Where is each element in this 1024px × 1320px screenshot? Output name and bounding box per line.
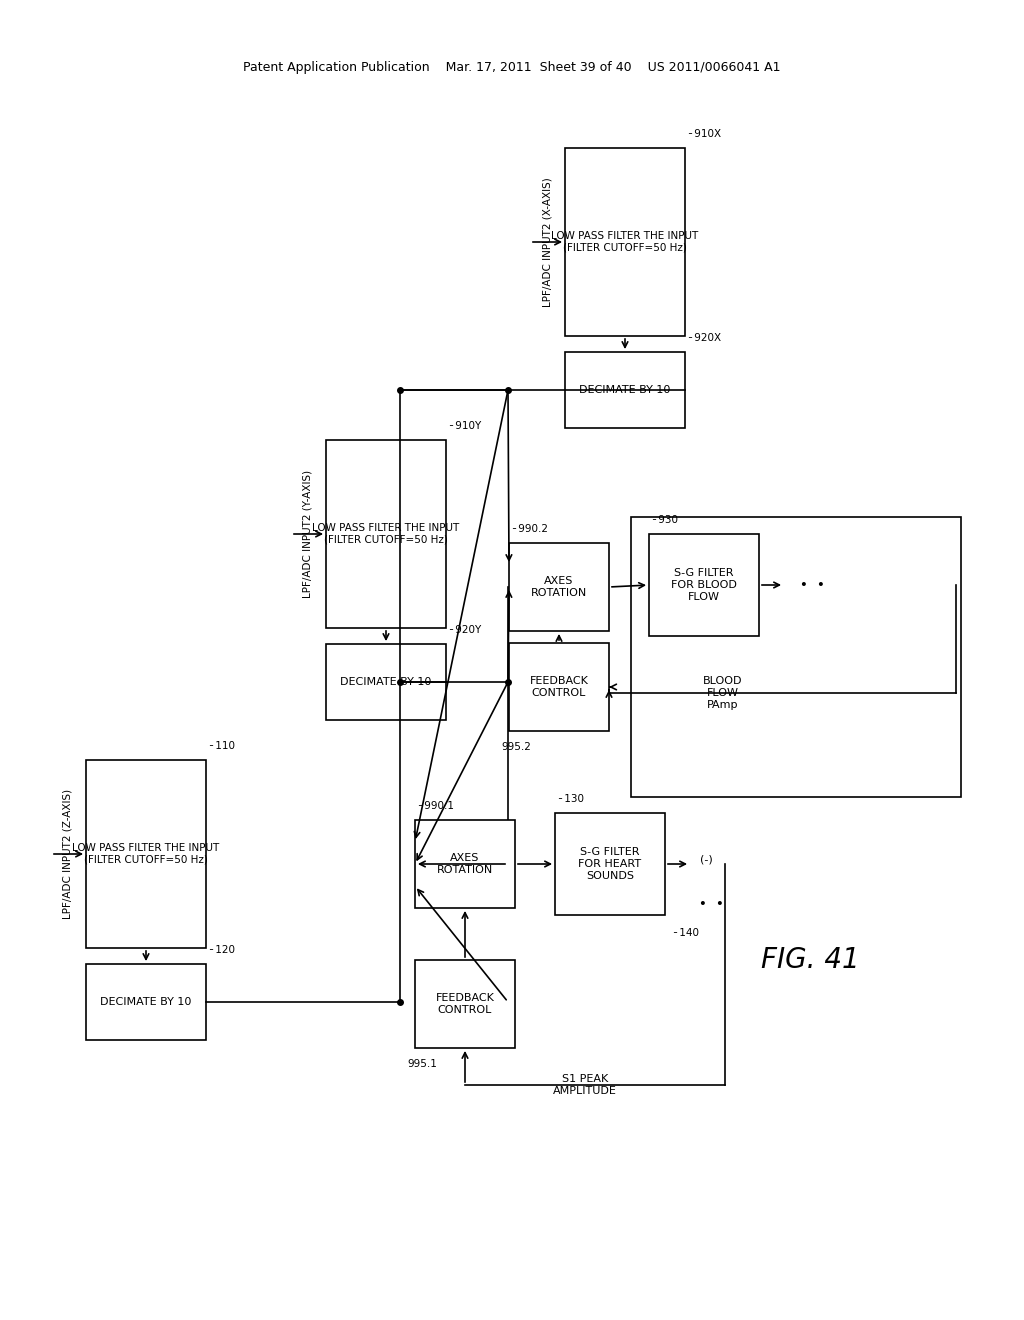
Bar — [509, 643, 609, 731]
Bar — [326, 644, 446, 719]
Text: ╴990.2: ╴990.2 — [512, 524, 548, 535]
Bar — [86, 964, 206, 1040]
Text: BLOOD
FLOW
PAmp: BLOOD FLOW PAmp — [703, 676, 742, 710]
Text: •  •: • • — [690, 898, 724, 911]
Text: ╴120: ╴120 — [209, 945, 234, 954]
Bar — [415, 820, 515, 908]
Text: LPF/ADC INPUT2 (Z-AXIS): LPF/ADC INPUT2 (Z-AXIS) — [63, 789, 73, 919]
Text: LOW PASS FILTER THE INPUT
(FILTER CUTOFF=50 Hz): LOW PASS FILTER THE INPUT (FILTER CUTOFF… — [312, 523, 460, 545]
Text: 995.1: 995.1 — [407, 1059, 437, 1069]
Text: 995.2: 995.2 — [501, 742, 530, 752]
Text: DECIMATE BY 10: DECIMATE BY 10 — [100, 997, 191, 1007]
Text: ╴110: ╴110 — [209, 741, 234, 751]
Text: LPF/ADC INPUT2 (X-AXIS): LPF/ADC INPUT2 (X-AXIS) — [542, 177, 552, 306]
Text: LOW PASS FILTER THE INPUT
(FILTER CUTOFF=50 Hz): LOW PASS FILTER THE INPUT (FILTER CUTOFF… — [73, 843, 219, 865]
Bar — [555, 813, 665, 915]
Bar — [509, 543, 609, 631]
Text: ╴990.1: ╴990.1 — [418, 801, 454, 810]
Text: (-): (-) — [700, 854, 713, 865]
Text: DECIMATE BY 10: DECIMATE BY 10 — [580, 385, 671, 395]
Bar — [631, 517, 961, 797]
Text: AXES
ROTATION: AXES ROTATION — [530, 577, 587, 598]
Text: ╴910Y: ╴910Y — [449, 421, 481, 432]
Text: S1 PEAK
AMPLITUDE: S1 PEAK AMPLITUDE — [553, 1074, 616, 1096]
Text: S-G FILTER
FOR HEART
SOUNDS: S-G FILTER FOR HEART SOUNDS — [579, 847, 642, 880]
Text: ╴930: ╴930 — [652, 515, 678, 525]
Text: FIG. 41: FIG. 41 — [761, 946, 859, 974]
Text: ╴920Y: ╴920Y — [449, 624, 481, 635]
Text: FEEDBACK
CONTROL: FEEDBACK CONTROL — [435, 993, 495, 1015]
Text: AXES
ROTATION: AXES ROTATION — [437, 853, 494, 875]
Text: LOW PASS FILTER THE INPUT
(FILTER CUTOFF=50 Hz): LOW PASS FILTER THE INPUT (FILTER CUTOFF… — [551, 231, 698, 253]
Bar — [326, 440, 446, 628]
Bar — [86, 760, 206, 948]
Bar — [565, 148, 685, 337]
Text: S-G FILTER
FOR BLOOD
FLOW: S-G FILTER FOR BLOOD FLOW — [671, 569, 737, 602]
Text: FEEDBACK
CONTROL: FEEDBACK CONTROL — [529, 676, 589, 698]
Text: ╴910X: ╴910X — [688, 129, 721, 139]
Bar — [649, 535, 759, 636]
Text: ╴140: ╴140 — [673, 928, 699, 939]
Bar — [415, 960, 515, 1048]
Text: ╴920X: ╴920X — [688, 333, 721, 343]
Text: Patent Application Publication    Mar. 17, 2011  Sheet 39 of 40    US 2011/00660: Patent Application Publication Mar. 17, … — [244, 62, 780, 74]
Text: DECIMATE BY 10: DECIMATE BY 10 — [340, 677, 432, 686]
Text: •  •: • • — [791, 578, 825, 591]
Bar — [565, 352, 685, 428]
Text: LPF/ADC INPUT2 (Y-AXIS): LPF/ADC INPUT2 (Y-AXIS) — [303, 470, 313, 598]
Text: ╴130: ╴130 — [558, 795, 584, 804]
